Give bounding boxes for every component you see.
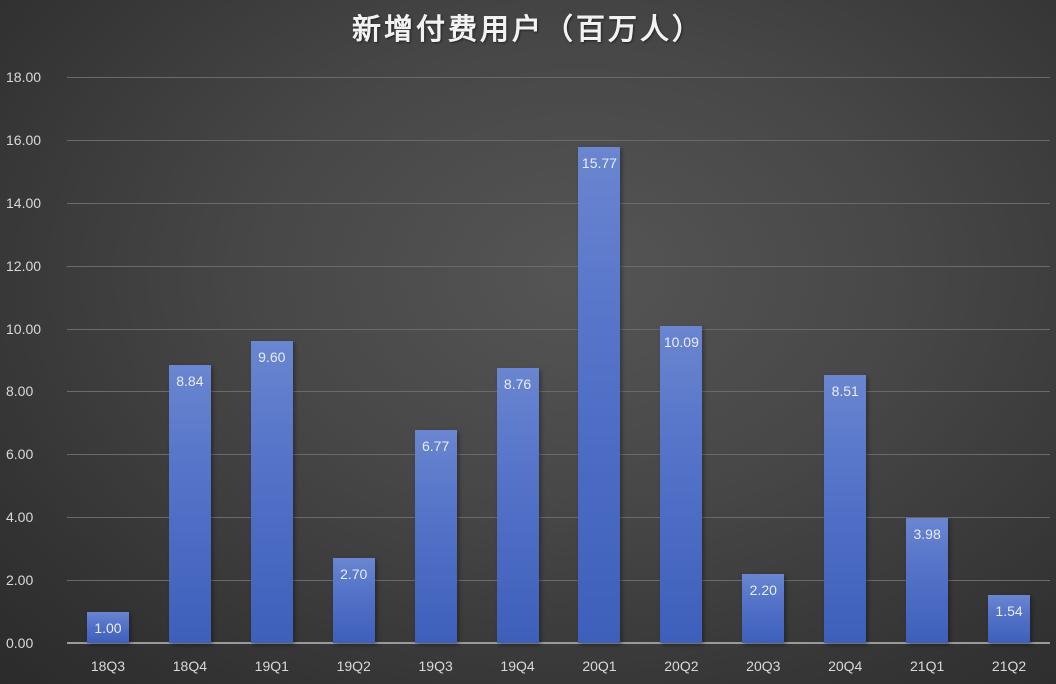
gridline [67, 517, 1050, 519]
bar-20Q1: 15.77 [578, 147, 621, 643]
gridline [67, 139, 1050, 141]
bar-value-label: 2.70 [340, 566, 368, 583]
x-tick-label: 18Q4 [172, 658, 207, 674]
y-tick-label: 2.00 [6, 572, 34, 589]
x-tick-label: 18Q3 [90, 658, 126, 674]
x-axis-line [67, 642, 1050, 644]
plot-area: 1.00 8.84 9.60 2.70 6.77 8.76 15.77 10.09 2.20 8.… [67, 77, 1050, 644]
bar-value-label: 6.77 [422, 438, 450, 455]
bar-20Q3: 2.20 [742, 573, 785, 643]
bar-value-label: 8.51 [831, 383, 859, 400]
bar-value-label: 1.54 [995, 602, 1023, 619]
bar-19Q1: 9.60 [250, 341, 293, 643]
bar-19Q4: 8.76 [496, 367, 539, 643]
gridline [67, 580, 1050, 582]
y-tick-label: 18.00 [6, 69, 42, 85]
x-tick-label: 20Q2 [664, 658, 699, 674]
gridline [67, 202, 1050, 204]
x-tick-label: 19Q1 [254, 658, 289, 674]
y-tick-label: 4.00 [6, 509, 34, 526]
x-tick-label: 21Q1 [910, 658, 945, 674]
bar-value-label: 3.98 [913, 525, 941, 542]
y-tick-label: 8.00 [6, 383, 34, 400]
x-tick-label: 20Q1 [582, 658, 617, 674]
bar-21Q2: 1.54 [988, 594, 1031, 643]
bar-21Q1: 3.98 [906, 517, 949, 643]
bar-value-label: 8.76 [503, 375, 532, 392]
x-tick-label: 21Q2 [991, 658, 1027, 674]
y-tick-label: 6.00 [6, 446, 34, 463]
bar-19Q3: 6.77 [414, 430, 457, 643]
gridline [67, 77, 1050, 78]
x-tick-label: 19Q3 [418, 658, 453, 674]
gridline [67, 391, 1050, 393]
y-tick-label: 12.00 [6, 257, 42, 274]
bar-value-label: 2.20 [749, 581, 777, 598]
y-tick-label: 0.00 [6, 635, 34, 651]
x-tick-label: 19Q2 [336, 658, 371, 674]
bar-20Q4: 8.51 [824, 375, 867, 643]
bar-value-label: 8.84 [176, 373, 204, 390]
bar-value-label: 10.09 [663, 333, 699, 350]
bar-18Q3: 1.00 [86, 611, 129, 643]
gridline [67, 328, 1050, 330]
bar-value-label: 1.00 [94, 619, 122, 636]
bar-19Q2: 2.70 [332, 558, 375, 643]
gridline [67, 265, 1050, 267]
y-tick-label: 14.00 [6, 194, 42, 211]
x-tick-label: 19Q4 [500, 658, 535, 674]
x-tick-label: 20Q4 [828, 658, 863, 674]
y-tick-label: 10.00 [6, 320, 42, 337]
chart-title: 新增付费用户（百万人） [351, 12, 704, 46]
bar-20Q2: 10.09 [660, 325, 703, 643]
y-tick-label: 16.00 [6, 131, 42, 148]
bar-value-label: 15.77 [581, 155, 617, 172]
bar-18Q4: 8.84 [168, 365, 211, 643]
bar-value-label: 9.60 [258, 349, 286, 366]
gridline [67, 454, 1050, 456]
x-tick-label: 20Q3 [746, 658, 781, 674]
